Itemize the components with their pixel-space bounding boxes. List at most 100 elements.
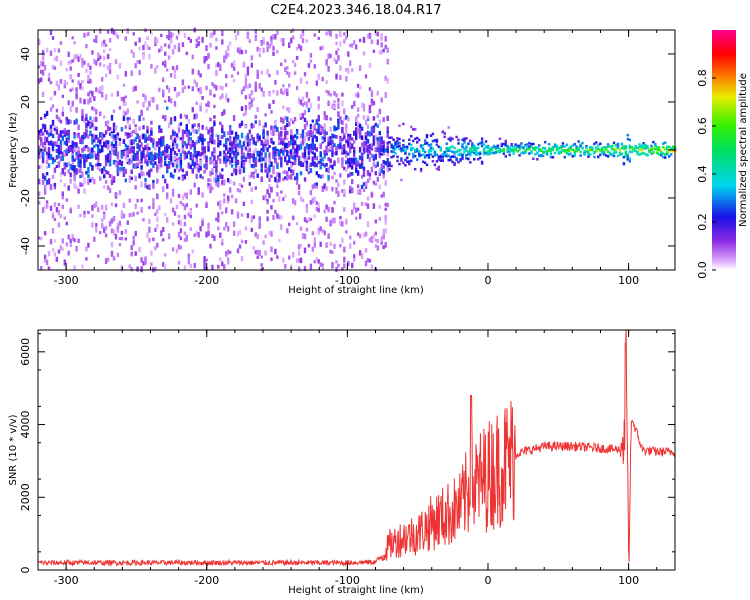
spectrogram-cell [95, 60, 98, 66]
spectrogram-cell [154, 246, 157, 251]
spectrogram-cell [274, 153, 277, 158]
spectrogram-cell [282, 42, 285, 47]
spectrogram-cell [634, 146, 637, 149]
spectrogram-cell [356, 93, 360, 98]
spectrogram-cell [583, 153, 586, 156]
spectrogram-cell [573, 152, 576, 155]
spectrogram-cell [189, 151, 192, 156]
spectrogram-cell [455, 150, 458, 153]
spectrogram-cell [225, 153, 228, 158]
spectrogram-cell [382, 191, 385, 198]
spectrogram-cell [213, 139, 216, 145]
spectrogram-cell [254, 81, 257, 87]
spectrogram-cell [169, 135, 173, 140]
spectrogram-cell [138, 147, 141, 152]
spectrogram-cell [53, 90, 57, 96]
spectrogram-cell [140, 181, 143, 188]
spectrogram-cell [69, 241, 72, 245]
spectrogram-cell [223, 55, 226, 60]
spectrogram-cell [219, 85, 222, 90]
spectrogram-cell [530, 151, 533, 154]
spectrogram-cell [593, 151, 596, 155]
spectrogram-cell [171, 247, 175, 252]
spectrogram-cell [41, 50, 45, 54]
spectrogram-cell [211, 133, 214, 138]
spectrogram-cell [156, 216, 159, 222]
spectrogram-cell [106, 29, 110, 34]
spectrogram-cell [185, 132, 188, 137]
spectrogram-cell [504, 139, 507, 143]
spectrogram-cell [63, 83, 66, 89]
spectrogram-cell [47, 77, 51, 82]
spectrogram-cell [374, 134, 377, 141]
spectrogram-cell [309, 59, 313, 63]
spectrogram-cell [79, 83, 82, 89]
spectrogram-cell [299, 99, 303, 105]
spectrogram-cell [380, 168, 383, 174]
spectrogram-cell [508, 153, 511, 157]
spectrogram-cell [61, 111, 64, 117]
spectrogram-x-tick-label: -200 [194, 274, 219, 287]
spectrogram-cell [484, 140, 488, 143]
spectrogram-cell [207, 129, 210, 135]
spectrogram-cell [295, 131, 299, 135]
spectrogram-cell [40, 60, 43, 67]
spectrogram-cell [333, 201, 336, 205]
spectrogram-cell [293, 148, 297, 154]
spectrogram-cell [272, 199, 275, 203]
spectrogram-cell [545, 150, 549, 154]
spectrogram-cell [368, 176, 372, 181]
spectrogram-cell [264, 142, 267, 147]
spectrogram-cell [81, 138, 84, 143]
spectrogram-cell [299, 226, 303, 231]
spectrogram-cell [128, 139, 131, 146]
spectrogram-cell [292, 140, 295, 145]
spectrogram-cell [116, 151, 120, 156]
spectrogram-cell [370, 192, 374, 198]
spectrogram-cell [286, 116, 289, 123]
spectrogram-cell [63, 128, 66, 132]
spectrogram-cell [353, 150, 356, 154]
spectrogram-cell [299, 77, 303, 84]
spectrogram-cell [490, 146, 494, 150]
spectrogram-cell [138, 144, 141, 148]
spectrogram-cell [482, 147, 486, 151]
spectrogram-cell [38, 41, 41, 45]
spectrogram-cell [292, 169, 295, 176]
spectrogram-cell [292, 215, 295, 221]
spectrogram-cell [110, 133, 114, 139]
spectrogram-cell [366, 203, 370, 209]
spectrogram-cell [512, 152, 515, 155]
spectrogram-cell [219, 204, 222, 210]
spectrogram-cell [356, 232, 360, 236]
spectrogram-cell [284, 194, 287, 198]
spectrogram-cell [85, 171, 88, 175]
spectrogram-cell [238, 144, 242, 148]
spectrogram-cell [209, 243, 212, 249]
spectrogram-cell [650, 149, 653, 152]
spectrogram-cell [43, 185, 47, 190]
chart-title: C2E4.2023.346.18.04.R17 [270, 3, 441, 18]
spectrogram-cell [41, 132, 45, 136]
spectrogram-cell [53, 141, 57, 147]
spectrogram-cell [89, 148, 92, 155]
spectrogram-cell [362, 182, 366, 187]
spectrogram-cell [392, 146, 395, 150]
spectrogram-cell [311, 151, 314, 155]
spectrogram-cell [358, 147, 362, 153]
spectrogram-cell [215, 173, 218, 178]
spectrogram-cell [140, 170, 143, 177]
spectrogram-cell [215, 165, 218, 172]
spectrogram-cell [59, 179, 63, 183]
spectrogram-cell [124, 95, 127, 99]
spectrogram-cell [288, 167, 291, 172]
spectrogram-cell [378, 154, 381, 159]
spectrogram-cell [136, 155, 139, 160]
spectrogram-cell [116, 228, 120, 233]
spectrogram-cell [309, 162, 313, 167]
snr-x-tick-label: -200 [194, 574, 219, 587]
spectrogram-cell [358, 123, 362, 128]
spectrogram-cell [43, 254, 47, 259]
spectrogram-cell [337, 103, 340, 109]
